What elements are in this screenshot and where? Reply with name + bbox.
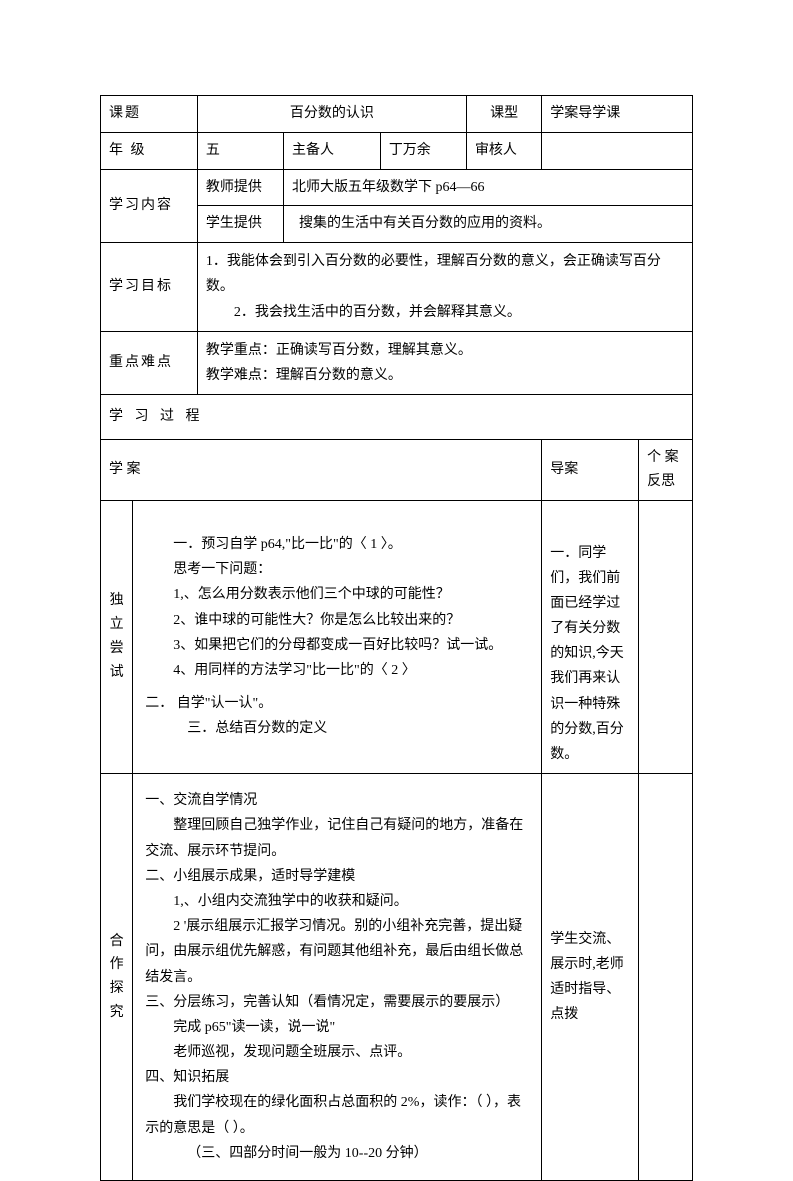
value-topic: 百分数的认识: [197, 96, 466, 133]
label-guide-plan: 导案: [542, 439, 639, 500]
coop-reflection: [639, 774, 693, 1181]
value-main-author: 丁万余: [380, 132, 466, 169]
value-study-goal: 1．我能体会到引入百分数的必要性，理解百分数的意义，会正确读写百分数。 2．我会…: [197, 243, 692, 332]
coop-p4-2: （三、四部分时间一般为 10--20 分钟）: [145, 1141, 529, 1166]
coop-p3-2: 老师巡视，发现问题全班展示、点评。: [145, 1040, 529, 1065]
self-try-reflection: [639, 500, 693, 774]
self-try-q2: 2、谁中球的可能性大？你是怎么比较出来的？: [145, 608, 529, 633]
coop-p2-2: 2 '展示组展示汇报学习情况。别的小组补充完善，提出疑问，由展示组优先解惑，有问…: [145, 914, 529, 990]
label-lesson-type: 课型: [466, 96, 541, 133]
self-try-think: 思考一下问题：: [145, 557, 529, 582]
value-student-provide: 搜集的生活中有关百分数的应用的资料。: [283, 206, 692, 243]
spacer: [145, 683, 529, 691]
lesson-plan-table: 课题 百分数的认识 课型 学案导学课 年 级 五 主备人 丁万余 审核人 学习内…: [100, 95, 693, 1181]
value-lesson-type: 学案导学课: [542, 96, 693, 133]
label-study-goal: 学习目标: [101, 243, 198, 332]
coop-p3-1: 完成 p65"读一读，说一说": [145, 1015, 529, 1040]
coop-h4: 四、知识拓展: [145, 1065, 529, 1090]
goal-1: 1．我能体会到引入百分数的必要性，理解百分数的意义，会正确读写百分数。: [206, 249, 684, 299]
difficulty-point: 教学难点：理解百分数的意义。: [206, 363, 684, 388]
coop-h3: 三、分层练习，完善认知（看情况定，需要展示的要展示）: [145, 990, 529, 1015]
coop-content: 一、交流自学情况 整理回顾自己独学作业，记住自己有疑问的地方，准备在交流、展示环…: [133, 774, 542, 1181]
coop-h2: 二、小组展示成果，适时导学建模: [145, 864, 529, 889]
self-try-q3: 3、如果把它们的分母都变成一百好比较吗？试一试。: [145, 633, 529, 658]
coop-p4-1: 我们学校现在的绿化面积占总面积的 2%，读作：（ ），表示的意思是（ ）。: [145, 1090, 529, 1140]
self-try-summary: 三．总结百分数的定义: [145, 716, 529, 741]
label-main-author: 主备人: [283, 132, 380, 169]
self-try-q1: 1,、怎么用分数表示他们三个中球的可能性？: [145, 582, 529, 607]
label-grade: 年 级: [101, 132, 198, 169]
self-try-guide-text: 一．同学们，我们前面已经学过了有关分数的知识,今天我们再来认识一种特殊的分数,百…: [550, 541, 630, 768]
label-teacher-provide: 教师提供: [197, 169, 283, 206]
label-topic: 课题: [101, 96, 198, 133]
self-try-preview: 一．预习自学 p64,"比一比"的〈 1 〉。: [145, 532, 529, 557]
coop-h1: 一、交流自学情况: [145, 788, 529, 813]
self-try-self: 二． 自学"认一认"。: [145, 691, 529, 716]
coop-guide-text: 学生交流、展示时,老师适时指导、点拨: [550, 927, 630, 1028]
coop-guide: 学生交流、展示时,老师适时指导、点拨: [542, 774, 639, 1181]
label-key-difficulty: 重点难点: [101, 331, 198, 394]
label-student-provide: 学生提供: [197, 206, 283, 243]
self-try-q4: 4、用同样的方法学习"比一比"的〈 2 〉: [145, 658, 529, 683]
label-self-try: 独立尝试: [101, 500, 133, 774]
label-study-plan: 学 案: [101, 439, 542, 500]
goal-2: 2．我会找生活中的百分数，并会解释其意义。: [206, 300, 684, 325]
coop-p2-1: 1,、小组内交流独学中的收获和疑问。: [145, 889, 529, 914]
value-reviewer: [542, 132, 693, 169]
self-try-guide: 一．同学们，我们前面已经学过了有关分数的知识,今天我们再来认识一种特殊的分数,百…: [542, 500, 639, 774]
label-study-process: 学 习 过 程: [101, 395, 693, 440]
label-coop-inquiry: 合作探究: [101, 774, 133, 1181]
coop-p1: 整理回顾自己独学作业，记住自己有疑问的地方，准备在交流、展示环节提问。: [145, 813, 529, 863]
value-grade: 五: [197, 132, 283, 169]
label-study-content: 学习内容: [101, 169, 198, 243]
value-teacher-provide: 北师大版五年级数学下 p64—66: [283, 169, 692, 206]
key-point: 教学重点：正确读写百分数，理解其意义。: [206, 338, 684, 363]
label-reviewer: 审核人: [466, 132, 541, 169]
value-key-difficulty: 教学重点：正确读写百分数，理解其意义。 教学难点：理解百分数的意义。: [197, 331, 692, 394]
label-case-reflection: 个 案反思: [639, 439, 693, 500]
self-try-content: 一．预习自学 p64,"比一比"的〈 1 〉。 思考一下问题： 1,、怎么用分数…: [133, 500, 542, 774]
